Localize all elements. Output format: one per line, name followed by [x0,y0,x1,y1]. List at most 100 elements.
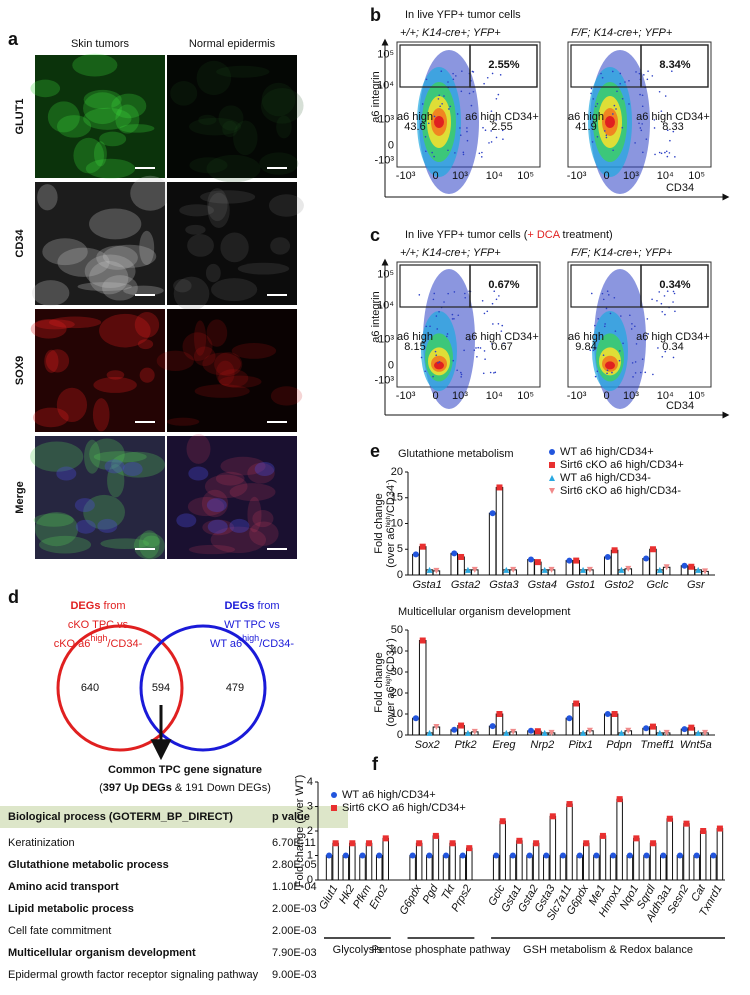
scatter-dot [447,149,449,152]
marker [700,828,707,834]
marker [549,475,555,481]
scatter-dot [501,324,504,327]
bar [415,842,423,881]
marker [549,462,555,468]
marker [489,723,496,730]
table-cell: Keratinization [8,837,75,849]
scatter-dot [641,94,644,97]
micrograph-texture [32,280,70,306]
bar [412,553,420,576]
marker [695,729,702,736]
scatter-dot [438,361,441,363]
scatter-dot [615,108,617,110]
x-axis-label: CD34 [666,400,694,412]
marker [566,801,573,808]
detail-part: & 191 Down DEGs) [172,782,271,794]
y-tick-label: 30 [391,666,403,678]
scatter-dot [602,354,605,357]
micrograph-texture [93,451,147,463]
y-label-line: (over a6high/CD34-) [385,638,397,727]
micrograph-bg [167,182,297,305]
micrograph-texture [252,510,274,528]
table-cell: Lipid metabolic process [8,903,134,915]
micrograph-texture [48,316,102,329]
bar [418,546,427,576]
marker [412,551,419,558]
panel-letter: e [370,441,380,461]
title-part: treatment) [559,229,612,241]
micrograph-texture [189,157,228,174]
scatter-dot [621,126,624,129]
marker [548,729,555,736]
micrograph-texture [216,65,270,78]
micrograph [167,433,297,559]
x-tick-label: -10³ [567,170,587,182]
scatter-dot [669,139,671,142]
y-tick-label: -10³ [374,375,394,387]
panel-letter: f [372,754,379,774]
scatter-dot [651,75,654,77]
column-header: Skin tumors [71,38,130,50]
micrograph [30,53,165,179]
micrograph-texture [42,238,88,266]
scatter-dot [431,151,433,154]
scatter-dot [447,292,449,295]
marker [489,510,496,517]
scatter-dot [429,325,431,328]
micrograph-texture [133,532,165,560]
marker [534,728,541,735]
scatter-dot [451,313,454,316]
scatter-dot [466,139,469,142]
bar [610,549,619,576]
scatter-dot [634,325,636,328]
scatter-dot [478,152,481,155]
marker [643,852,650,859]
scatter-dot [482,372,485,375]
scatter-dot [433,115,436,118]
chart-title: Glutathione metabolism [398,448,514,460]
scatter-dot [468,339,471,341]
table-cell: 2.00E-03 [272,903,317,915]
scatter-dot [607,294,610,296]
scatter-dot [658,90,661,93]
scatter-dot [594,375,597,378]
marker [548,566,555,573]
micrograph-texture [73,137,105,174]
label-part: cKO TPC vs [68,619,129,631]
bar [693,855,700,881]
gate-name: a6 high [568,331,604,343]
scatter-dot [591,141,594,143]
scatter-dot [452,359,455,362]
marker [611,547,618,554]
bar [683,823,690,881]
micrograph-texture [83,494,125,530]
marker [451,550,458,557]
scatter-dot [459,127,461,129]
bar [349,842,356,881]
label-part: high [386,675,392,686]
title-part: In live YFP+ tumor cells ( [405,229,528,241]
scatter-dot [624,81,626,83]
legend-label: WT a6 high/CD34+ [560,446,654,458]
scatter-dot [614,330,617,332]
label-part: /CD34- [259,638,294,650]
scatter-dot [427,122,430,125]
scatter-dot [420,356,423,359]
scatter-dot [484,358,486,360]
scatter-dot [601,292,604,295]
scatter-dot [455,75,457,77]
row-label: SOX9 [14,356,26,385]
y-tick-label: 0 [397,569,403,581]
bar [459,855,467,881]
marker [663,564,670,571]
micrograph-texture [207,519,228,534]
micrograph [30,436,166,560]
y-tick-label: -10³ [374,155,394,167]
scatter-dot [462,151,465,154]
label-part: from [254,600,279,612]
scatter-dot [664,350,667,353]
scatter-dot [596,103,599,105]
scatter-dot [489,371,492,374]
gate-name: a6 high [397,331,433,343]
marker [510,728,517,735]
